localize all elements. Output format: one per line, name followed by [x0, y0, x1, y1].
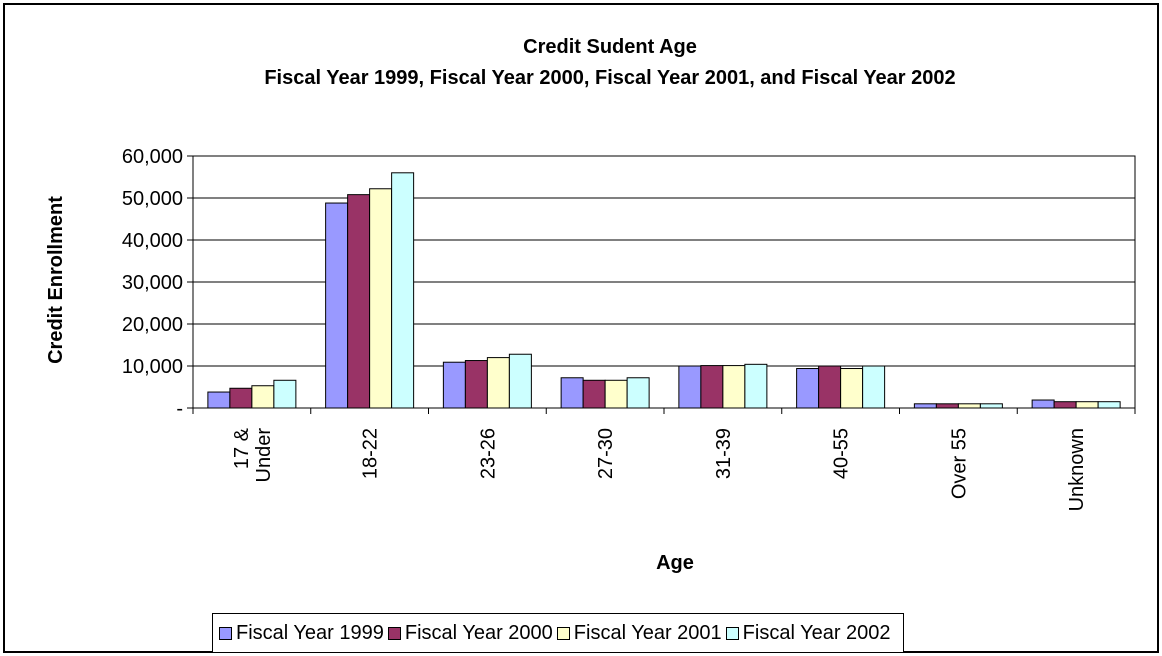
x-tick-label: 31-39 — [713, 428, 735, 479]
bar — [325, 202, 349, 409]
legend-swatch — [556, 626, 570, 640]
x-tick-label: Unknown — [1066, 428, 1088, 511]
legend-label: Fiscal Year 2000 — [404, 621, 553, 644]
bar — [1075, 401, 1099, 409]
bar — [722, 365, 746, 409]
legend-label: Fiscal Year 2001 — [573, 621, 722, 644]
plot-area: - 10,000 20,000 30,000 40,000 50,000 60,000 17 … — [122, 146, 1136, 511]
legend-label: Fiscal Year 2002 — [742, 621, 891, 644]
x-tick-label: 27-30 — [595, 428, 617, 479]
chart-frame: Credit Sudent Age Fiscal Year 1999, Fisc… — [3, 3, 1159, 653]
y-tick-label: - — [176, 398, 183, 420]
bar — [744, 363, 768, 409]
bar — [840, 368, 864, 409]
x-tick-label: 18-22 — [360, 428, 382, 479]
chart-title: Credit Sudent Age — [523, 36, 697, 58]
y-tick-label: 20,000 — [122, 314, 183, 336]
chart-svg: Credit Sudent Age Fiscal Year 1999, Fisc… — [45, 36, 1136, 574]
bar — [486, 357, 510, 409]
legend-item: Fiscal Year 2001 — [556, 621, 722, 645]
bar — [464, 360, 488, 409]
bar — [582, 379, 606, 409]
bar — [560, 377, 584, 409]
bar — [251, 385, 275, 409]
legend-swatch — [387, 626, 401, 640]
legend-swatch — [219, 626, 232, 640]
chart-subtitle: Fiscal Year 1999, Fiscal Year 2000, Fisc… — [264, 67, 955, 89]
bar — [1097, 401, 1121, 409]
bar — [678, 365, 702, 409]
bar — [935, 403, 959, 409]
bar — [796, 368, 820, 409]
bar — [979, 403, 1003, 409]
legend-item: Fiscal Year 2000 — [387, 621, 553, 645]
bar — [1053, 401, 1077, 409]
y-tick-label: 60,000 — [122, 146, 183, 168]
bar — [508, 353, 532, 409]
bar — [626, 377, 650, 409]
y-axis-title: Credit Enrollment — [45, 196, 67, 364]
bar — [229, 387, 253, 409]
legend-label: Fiscal Year 1999 — [236, 621, 384, 644]
y-tick-label: 40,000 — [122, 230, 183, 252]
y-tick-label: 30,000 — [122, 272, 183, 294]
bar — [347, 194, 371, 409]
x-tick-label: Over 55 — [948, 428, 970, 499]
legend-swatch — [725, 626, 739, 640]
bar — [369, 188, 393, 409]
y-tick-label: 50,000 — [122, 188, 183, 210]
bar — [700, 365, 724, 409]
x-tick-label: 17 &Under — [231, 427, 275, 482]
bar — [913, 403, 937, 409]
bar — [273, 379, 297, 409]
y-tick-label: 10,000 — [122, 356, 183, 378]
legend: Fiscal Year 1999 Fiscal Year 2000 Fiscal Y… — [212, 613, 904, 653]
legend-item: Fiscal Year 1999 — [219, 622, 384, 645]
bar — [957, 403, 981, 409]
bar — [442, 361, 466, 409]
x-axis-title: Age — [656, 552, 694, 574]
x-tick-label: 23-26 — [477, 428, 499, 479]
bar — [604, 379, 628, 409]
bar — [862, 365, 886, 409]
bar — [391, 172, 415, 409]
bar — [818, 365, 842, 409]
bar — [1031, 399, 1055, 409]
x-tick-label: 40-55 — [831, 428, 853, 479]
bar — [207, 391, 231, 409]
legend-item: Fiscal Year 2002 — [725, 621, 891, 645]
